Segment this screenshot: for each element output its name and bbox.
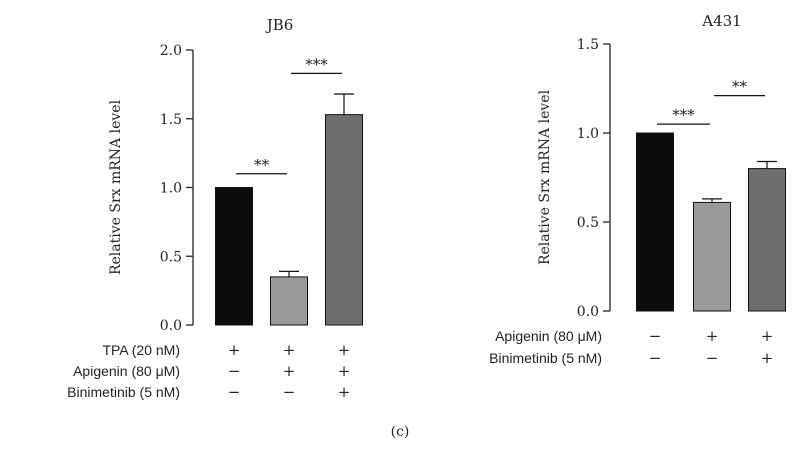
jb6-y-tick-label-1: 0.5 [160,249,182,265]
jb6-treatment-mark-2-1: − [283,383,296,401]
a431-y-tick-label-3: 1.5 [577,37,599,53]
a431-y-tick-label-1: 0.5 [577,215,599,231]
jb6-y-tick-label-2: 1.0 [160,181,182,197]
a431-treatment-mark-0-1: + [706,327,719,345]
a431-bar-2 [748,168,786,312]
a431-bar-0 [636,132,674,312]
a431-y-tick-label-0: 0.0 [577,304,599,320]
jb6-treatment-mark-1-0: − [228,362,241,380]
jb6-y-tick-label-0: 0.0 [160,318,182,334]
jb6-significance-label-0: ** [254,156,270,174]
jb6-treatment-label-2: Binimetinib (5 nM) [67,384,180,400]
a431-treatment-label-1: Binimetinib (5 nM) [489,350,602,366]
jb6-treatment-mark-0-1: + [283,341,296,359]
jb6-treatment-mark-0-2: + [338,341,351,359]
jb6-bar-1 [270,276,308,326]
a431-chart-title: A431 [701,12,741,30]
a431-treatment-mark-1-2: + [761,349,774,367]
jb6-treatment-mark-2-0: − [228,383,241,401]
a431-treatment-mark-0-2: + [761,327,774,345]
a431-significance-label-1: ** [732,78,748,96]
jb6-bar-2 [325,114,363,326]
a431-treatment-mark-1-1: − [706,349,719,367]
a431-y-axis-label: Relative Srx mRNA level [537,89,553,265]
jb6-treatment-mark-2-2: + [338,383,351,401]
a431-bar-1 [693,201,731,312]
jb6-treatment-label-0: TPA (20 nM) [102,342,180,358]
jb6-treatment-mark-0-0: + [228,341,241,359]
a431-treatment-label-0: Apigenin (80 μM) [495,328,602,344]
jb6-treatment-mark-1-2: + [338,362,351,380]
jb6-chart-title: JB6 [265,16,294,34]
figure-caption: (c) [391,424,410,440]
jb6-treatment-label-1: Apigenin (80 μM) [73,363,180,379]
a431-treatment-mark-1-0: − [649,349,662,367]
jb6-y-tick-label-4: 2.0 [160,43,182,59]
jb6-y-axis-label: Relative Srx mRNA level [108,99,124,275]
a431-significance-label-0: *** [672,106,695,124]
jb6-treatment-mark-1-1: + [283,362,296,380]
jb6-significance-label-1: *** [305,55,328,73]
jb6-bar-0 [215,187,253,326]
jb6-y-tick-label-3: 1.5 [160,112,182,128]
a431-y-tick-label-2: 1.0 [577,126,599,142]
a431-treatment-mark-0-0: − [649,327,662,345]
